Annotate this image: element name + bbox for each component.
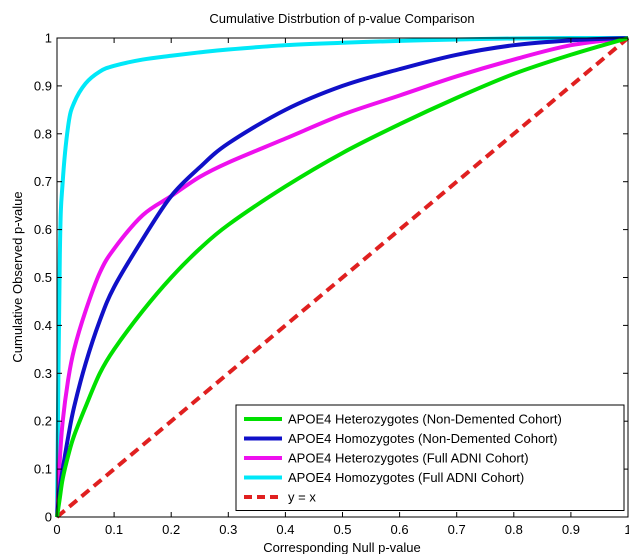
x-tick-label: 0.7: [448, 522, 466, 537]
y-tick-label: 0.5: [34, 270, 52, 285]
y-tick-label: 0.8: [34, 126, 52, 141]
legend-label-4: y = x: [288, 490, 316, 505]
x-tick-label: 0.6: [391, 522, 409, 537]
y-tick-label: 1: [45, 31, 52, 46]
series-line-1: [55, 36, 629, 518]
legend-box: [235, 404, 625, 511]
y-tick-label: 0: [45, 510, 52, 525]
series-layer: [55, 35, 629, 519]
chart-title: Cumulative Distrbution of p-value Compar…: [209, 11, 474, 26]
x-tick-label: 0.9: [562, 522, 580, 537]
y-tick-label: 0.3: [34, 366, 52, 381]
y-axis-title: Cumulative Observed p-value: [10, 191, 25, 362]
series-line-3: [55, 35, 629, 518]
legend-label-2: APOE4 Heterozygotes (Full ADNI Cohort): [288, 451, 529, 466]
x-tick-label: 0.8: [505, 522, 523, 537]
y-tick-label: 0.7: [34, 174, 52, 189]
series-line-0: [55, 36, 629, 518]
x-tick-label: 0.5: [333, 522, 351, 537]
x-tick-label: 0.2: [162, 522, 180, 537]
tick-layer: 0 0.1 0.2 0.3 0.4 0.5 0.6 0.7 0.8 0.9 1 0 0.1 0.2 0.3 0…: [34, 31, 629, 538]
legend-label-1: APOE4 Homozygotes (Non-Demented Cohort): [288, 431, 558, 446]
legend-label-0: APOE4 Heterozygotes (Non-Demented Cohort…: [288, 412, 562, 427]
y-tick-label: 0.2: [34, 414, 52, 429]
x-axis-title: Corresponding Null p-value: [263, 540, 421, 554]
y-tick-label: 0.4: [34, 318, 52, 333]
x-tick-label: 0: [53, 522, 60, 537]
y-tick-label: 0.9: [34, 78, 52, 93]
x-tick-label: 1: [624, 522, 629, 537]
x-tick-label: 0.4: [276, 522, 294, 537]
legend-label-3: APOE4 Homozygotes (Full ADNI Cohort): [288, 470, 524, 485]
legend: APOE4 Heterozygotes (Non-Demented Cohort…: [235, 404, 625, 511]
y-tick-label: 0.1: [34, 462, 52, 477]
x-tick-label: 0.1: [105, 522, 123, 537]
x-tick-label: 0.3: [219, 522, 237, 537]
y-tick-label: 0.6: [34, 222, 52, 237]
series-line-4: [55, 36, 629, 519]
